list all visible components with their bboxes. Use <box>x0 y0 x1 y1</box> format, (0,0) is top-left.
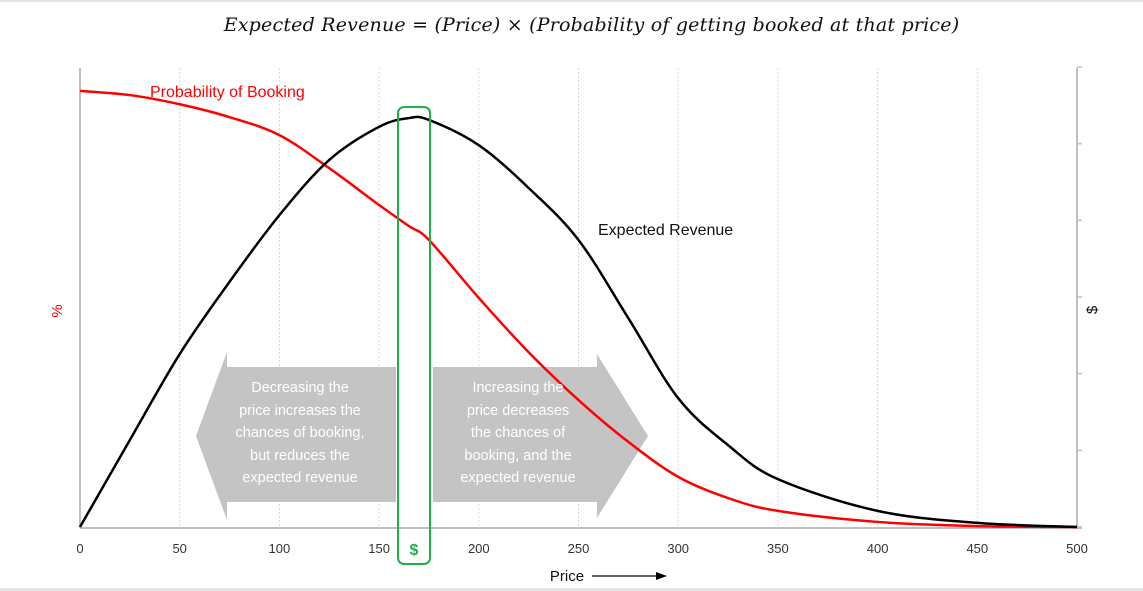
x-tick-label: 350 <box>767 541 789 556</box>
x-tick-label: 250 <box>568 541 590 556</box>
probability-curve <box>79 89 1078 529</box>
right-arrow-line: Increasing the <box>472 380 563 396</box>
chart-title-formula: Expected Revenue = (Price) × (Probabilit… <box>223 14 960 36</box>
x-tick-label: 50 <box>172 541 186 556</box>
left-y-axis-title: % <box>49 304 66 317</box>
x-tick-label: 300 <box>667 541 689 556</box>
left-arrow-line: Decreasing the <box>251 380 349 396</box>
x-tick-label: 400 <box>867 541 889 556</box>
arrowhead-icon <box>656 572 667 580</box>
probability-series-label: Probability of Booking <box>150 84 305 101</box>
x-tick-label: 150 <box>368 541 390 556</box>
optimal-price-dollar-icon: $ <box>410 542 419 559</box>
right-arrow-line: price decreases <box>467 403 569 419</box>
right-arrow-text: Increasing the price decreases the chanc… <box>460 380 575 486</box>
expected-revenue-curve <box>78 115 1078 529</box>
left-arrow-text: Decreasing the price increases the chanc… <box>236 380 365 486</box>
left-arrow-line: expected revenue <box>242 470 357 486</box>
bottom-border <box>0 588 1143 591</box>
x-tick-label: 500 <box>1066 541 1088 556</box>
right-arrow-shape <box>433 354 648 518</box>
x-tick-label: 200 <box>468 541 490 556</box>
x-tick-label: 450 <box>966 541 988 556</box>
optimal-price-highlight <box>397 106 431 565</box>
x-tick-label: 0 <box>76 541 83 556</box>
left-arrow-line: but reduces the <box>250 448 350 464</box>
x-axis-title: Price <box>550 568 584 585</box>
right-y-axis-title: $ <box>1084 305 1101 314</box>
right-arrow-line: expected revenue <box>460 470 575 486</box>
right-arrow-line: the chances of <box>471 425 566 441</box>
right-arrow-line: booking, and the <box>464 448 571 464</box>
left-arrow-line: chances of booking, <box>236 425 365 441</box>
x-tick-label: 100 <box>269 541 291 556</box>
revenue-series-label: Expected Revenue <box>598 222 733 239</box>
left-arrow-line: price increases the <box>239 403 361 419</box>
x-axis-tick-labels: 0 50 100 150 200 250 300 350 400 450 500 <box>76 541 1087 556</box>
top-border <box>0 0 1143 2</box>
left-arrow-shape <box>196 352 396 520</box>
